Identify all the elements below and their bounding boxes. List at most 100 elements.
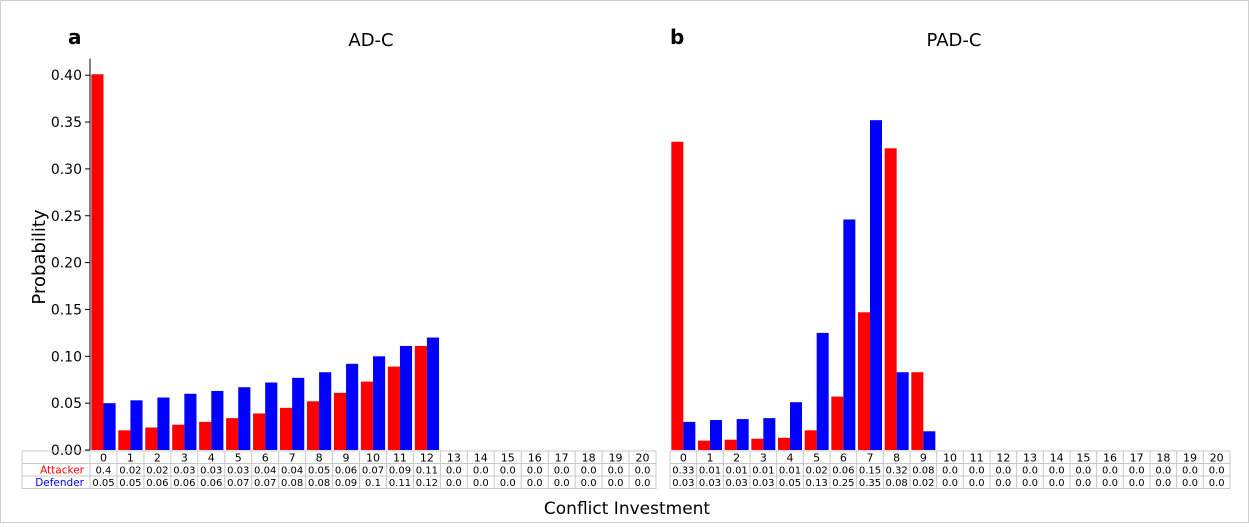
bar-a-attacker-2 [145, 427, 158, 450]
data-label-b-attacker-15: 0.0 [1075, 466, 1091, 477]
panel-a: a AD-C 0.000.050.100.150.200.250.300.350… [21, 25, 657, 489]
data-label-b-defender-3: 0.03 [752, 478, 774, 489]
data-label-b-defender-17: 0.0 [1129, 478, 1145, 489]
data-label-a-defender-16: 0.0 [527, 478, 543, 489]
panel-a-value-table: 0 1 2 3 4 5 6 7 8 9 10 11 12 13 14 15 16 17 18 19 20Attacker… [21, 450, 657, 489]
data-label-b-attacker-4: 0.01 [779, 466, 801, 477]
data-label-a-defender-2: 0.06 [146, 478, 168, 489]
x-tick-label-a-7: 7 [289, 452, 296, 465]
data-label-b-attacker-17: 0.0 [1129, 466, 1145, 477]
data-label-b-defender-5: 0.13 [806, 478, 828, 489]
bar-b-defender-0 [683, 421, 696, 450]
data-label-a-defender-11: 0.11 [389, 478, 411, 489]
x-tick-label-a-8: 8 [316, 452, 323, 465]
bar-b-defender-7 [870, 120, 882, 451]
x-tick-label-b-2: 2 [733, 452, 740, 465]
data-label-b-defender-19: 0.0 [1182, 478, 1198, 489]
x-tick-label-a-18: 18 [582, 452, 596, 465]
y-tick-label-3: 0.15 [51, 302, 82, 318]
data-label-a-attacker-17: 0.0 [554, 466, 570, 477]
bar-a-attacker-8 [306, 401, 320, 450]
data-label-b-attacker-8: 0.32 [886, 466, 908, 477]
data-label-b-defender-0: 0.03 [672, 478, 694, 489]
data-label-b-defender-6: 0.25 [832, 478, 854, 489]
bar-a-defender-0 [103, 403, 116, 450]
data-label-b-attacker-10: 0.0 [942, 466, 958, 477]
data-label-a-attacker-12: 0.11 [416, 466, 438, 477]
data-label-a-attacker-14: 0.0 [473, 466, 489, 477]
y-tick-label-7: 0.35 [51, 115, 82, 131]
bar-b-defender-4 [790, 402, 802, 450]
bar-a-defender-4 [211, 390, 224, 450]
data-label-a-defender-7: 0.08 [281, 478, 303, 489]
data-label-a-defender-14: 0.0 [473, 478, 489, 489]
data-label-a-attacker-10: 0.07 [362, 466, 384, 477]
data-label-b-attacker-1: 0.01 [699, 466, 721, 477]
data-label-a-defender-9: 0.09 [335, 478, 357, 489]
data-label-b-defender-15: 0.0 [1075, 478, 1091, 489]
x-tick-label-b-18: 18 [1156, 452, 1170, 465]
bar-b-attacker-4 [778, 437, 790, 450]
x-tick-label-a-12: 12 [420, 452, 434, 465]
data-label-a-defender-4: 0.06 [200, 478, 222, 489]
x-tick-label-a-20: 20 [636, 452, 650, 465]
bar-b-defender-1 [710, 420, 722, 450]
x-tick-label-b-0: 0 [680, 452, 687, 465]
bar-a-attacker-12 [414, 345, 427, 450]
data-label-a-attacker-13: 0.0 [446, 466, 462, 477]
bar-a-defender-5 [238, 387, 251, 450]
bar-a-defender-7 [292, 377, 305, 450]
bar-b-attacker-2 [724, 439, 737, 450]
panel-b-bars [671, 120, 936, 451]
data-label-b-attacker-5: 0.02 [806, 466, 828, 477]
data-label-b-defender-12: 0.0 [995, 478, 1011, 489]
data-label-b-attacker-16: 0.0 [1102, 466, 1118, 477]
y-tick-label-1: 0.05 [51, 396, 82, 412]
panel-b-title: PAD-C [927, 30, 982, 51]
x-tick-label-b-3: 3 [760, 452, 767, 465]
data-label-a-attacker-6: 0.04 [254, 466, 276, 477]
x-tick-label-b-9: 9 [920, 452, 927, 465]
data-label-a-defender-15: 0.0 [500, 478, 516, 489]
data-label-a-defender-0: 0.05 [92, 478, 114, 489]
data-label-a-attacker-0: 0.4 [96, 466, 112, 477]
data-label-b-attacker-19: 0.0 [1182, 466, 1198, 477]
data-label-a-attacker-11: 0.09 [389, 466, 411, 477]
data-label-a-attacker-1: 0.02 [119, 466, 141, 477]
x-axis-label: Conflict Investment [544, 499, 711, 519]
table-row-label-attacker: Attacker [40, 465, 85, 477]
bar-b-attacker-8 [884, 148, 897, 450]
bar-a-defender-3 [184, 393, 197, 450]
data-label-a-attacker-2: 0.02 [146, 466, 168, 477]
x-tick-label-b-15: 15 [1076, 452, 1090, 465]
bar-a-attacker-9 [333, 392, 347, 450]
bar-b-defender-3 [763, 418, 776, 450]
bar-a-defender-10 [373, 356, 386, 450]
data-label-a-defender-18: 0.0 [581, 478, 597, 489]
data-label-a-attacker-16: 0.0 [527, 466, 543, 477]
data-label-a-defender-1: 0.05 [119, 478, 141, 489]
bar-a-attacker-4 [199, 421, 212, 450]
data-label-b-attacker-0: 0.33 [672, 466, 694, 477]
data-label-a-defender-20: 0.0 [635, 478, 651, 489]
bar-a-defender-8 [319, 372, 332, 450]
data-label-a-attacker-3: 0.03 [173, 466, 195, 477]
bar-b-defender-2 [736, 419, 749, 450]
bar-b-attacker-0 [671, 141, 684, 451]
x-tick-label-a-4: 4 [208, 452, 215, 465]
x-tick-label-b-7: 7 [867, 452, 874, 465]
data-label-b-attacker-13: 0.0 [1022, 466, 1038, 477]
data-label-a-attacker-5: 0.03 [227, 466, 249, 477]
data-label-a-defender-13: 0.0 [446, 478, 462, 489]
x-tick-label-a-16: 16 [528, 452, 542, 465]
bar-b-attacker-7 [858, 312, 870, 450]
panel-b: b PAD-C 0 1 2 3 4 5 6 7 8 9 10 11 12 13 14 15 16 17 18 19 20… [669, 25, 1231, 489]
bar-a-attacker-1 [118, 430, 131, 450]
data-label-a-defender-3: 0.06 [173, 478, 195, 489]
data-label-b-defender-2: 0.03 [726, 478, 748, 489]
data-label-b-attacker-9: 0.08 [912, 466, 934, 477]
bar-b-defender-6 [843, 219, 856, 450]
x-tick-label-b-16: 16 [1103, 452, 1117, 465]
data-label-b-defender-16: 0.0 [1102, 478, 1118, 489]
